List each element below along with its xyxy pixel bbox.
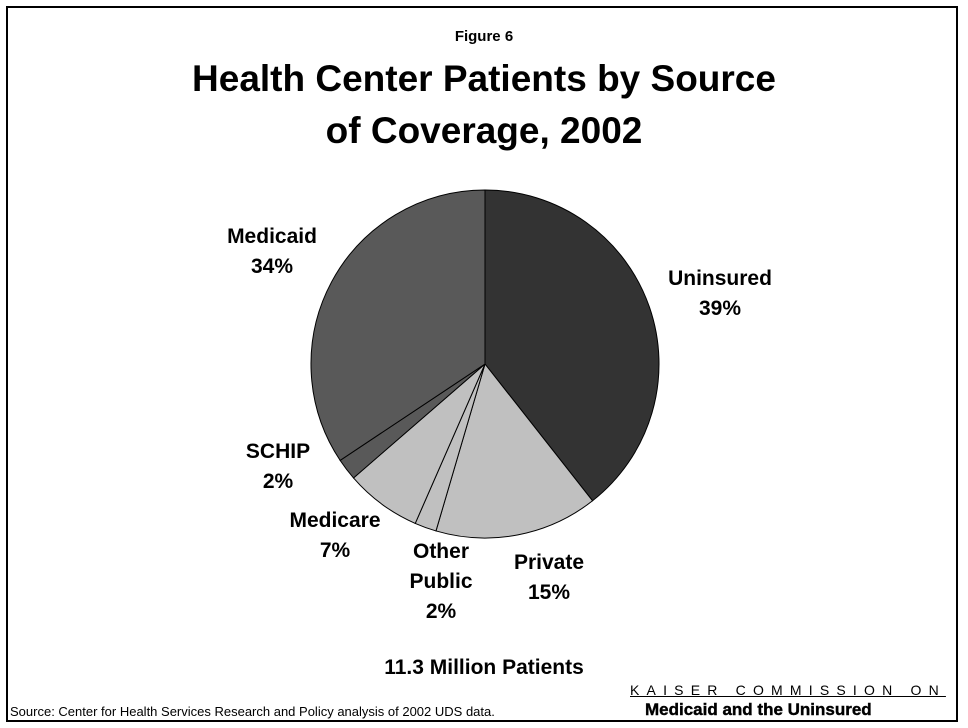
source-note: Source: Center for Health Services Resea… [10, 704, 495, 719]
slice-label-schip: SCHIP 2% [246, 440, 310, 493]
total-patients-label: 11.3 Million Patients [0, 656, 968, 680]
slice-label-private: Private 15% [514, 551, 584, 604]
brand-top-line: KAISER COMMISSION ON [630, 682, 960, 698]
slice-label-medicaid: Medicaid 34% [227, 225, 317, 278]
brand-bottom-line: Medicaid and the Uninsured [645, 700, 960, 720]
kaiser-logo: KAISER COMMISSION ON Medicaid and the Un… [630, 682, 960, 720]
slice-label-other-public: Other Public 2% [409, 540, 472, 623]
slice-label-medicare: Medicare 7% [289, 509, 380, 562]
slice-label-uninsured: Uninsured 39% [668, 267, 772, 320]
